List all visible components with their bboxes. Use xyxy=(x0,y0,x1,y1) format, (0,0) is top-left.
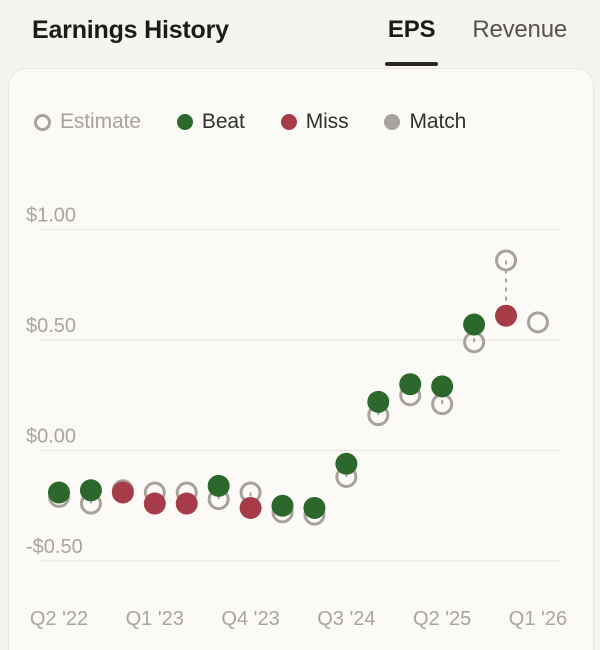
actual-point-miss xyxy=(175,492,198,515)
legend-label-miss: Miss xyxy=(305,110,349,133)
x-axis-tick-label: Q2 '25 xyxy=(413,608,471,630)
actual-point-miss xyxy=(111,481,134,504)
legend-label-match: Match xyxy=(409,110,467,133)
legend-label-estimate: Estimate xyxy=(60,110,141,133)
beat-marker-icon xyxy=(176,114,193,130)
actual-point-beat xyxy=(335,452,358,475)
actual-point-beat xyxy=(271,494,294,517)
actual-point-beat xyxy=(463,313,486,336)
actual-point-beat xyxy=(48,481,70,504)
metric-tabs: EPS Revenue xyxy=(384,12,567,66)
tab-eps[interactable]: EPS xyxy=(384,12,439,66)
actual-point-beat xyxy=(79,479,102,502)
legend-item-beat: Beat xyxy=(176,110,245,134)
actual-point-beat xyxy=(431,375,454,398)
actual-point-beat xyxy=(303,496,326,519)
page-title: Earnings History xyxy=(32,16,229,44)
legend-item-estimate: Estimate xyxy=(34,110,141,134)
actual-point-beat xyxy=(367,390,390,413)
actual-point-beat xyxy=(207,474,230,497)
estimate-ring-point xyxy=(526,311,549,334)
x-axis-tick-label: Q2 '22 xyxy=(30,608,88,630)
y-axis-tick-label: -$0.50 xyxy=(26,536,83,558)
match-marker-icon xyxy=(384,114,401,130)
chart-legend: Estimate Beat Miss Match xyxy=(34,110,466,134)
earnings-chart-card: Estimate Beat Miss Match $1.00 $0.50 $0.00 -$0… xyxy=(8,68,594,650)
actual-point-miss xyxy=(239,496,262,519)
estimate-ring-point xyxy=(495,249,518,272)
x-axis-tick-label: Q3 '24 xyxy=(317,608,375,630)
actual-point-beat xyxy=(399,373,422,396)
miss-marker-icon xyxy=(280,114,297,130)
estimate-marker-icon xyxy=(34,113,51,131)
y-axis-tick-label: $0.00 xyxy=(26,426,76,448)
x-axis-tick-label: Q1 '26 xyxy=(509,608,567,630)
tab-revenue[interactable]: Revenue xyxy=(472,12,567,48)
x-axis-tick-label: Q4 '23 xyxy=(221,608,279,630)
legend-item-miss: Miss xyxy=(280,110,349,134)
legend-label-beat: Beat xyxy=(201,110,245,133)
x-axis-tick-label: Q1 '23 xyxy=(126,608,184,630)
eps-scatter-chart: $1.00 $0.50 $0.00 -$0.50 Q2 '22 Q1 '23 Q4 '23 Q… xyxy=(26,205,567,631)
legend-item-match: Match xyxy=(384,110,466,134)
actual-point-miss xyxy=(495,304,518,327)
header: Earnings History EPS Revenue xyxy=(0,0,600,68)
actual-point-miss xyxy=(143,492,166,515)
y-axis-tick-label: $1.00 xyxy=(26,205,76,227)
y-axis-tick-label: $0.50 xyxy=(26,315,76,337)
